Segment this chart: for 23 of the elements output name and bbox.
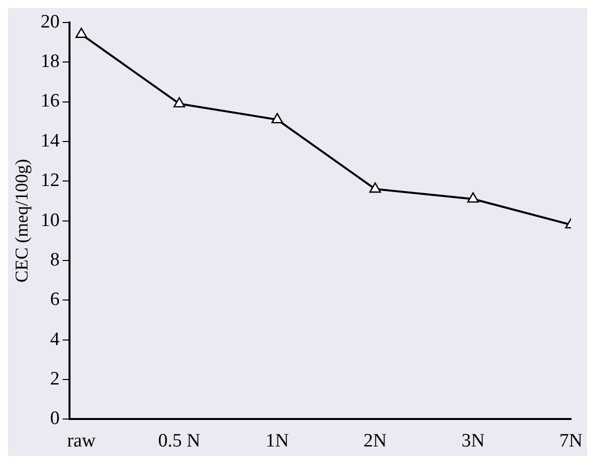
y-tick-label: 2 xyxy=(50,368,60,390)
point xyxy=(76,28,88,38)
y-tick-label: 10 xyxy=(40,210,60,231)
y-tick-label: 18 xyxy=(40,51,60,72)
y-tick-label: 6 xyxy=(50,289,60,310)
y-tick-label: 12 xyxy=(40,170,60,192)
point xyxy=(369,182,381,193)
x-tick-label: 1N xyxy=(266,430,290,452)
y-axis-title: CEC (meq/100g) xyxy=(12,159,32,283)
x-tick-label: 3N xyxy=(461,430,485,452)
x-tick-label: 7N xyxy=(559,430,583,452)
x-tick-label: 0.5 N xyxy=(158,430,201,452)
y-tick-label: 4 xyxy=(50,328,60,350)
x-tick-label: raw xyxy=(67,430,96,452)
y-tick-label: 8 xyxy=(50,249,60,270)
point xyxy=(271,112,284,124)
y-tick-label: 16 xyxy=(40,90,60,112)
x-tick-label: 2N xyxy=(364,430,388,452)
point xyxy=(467,192,479,203)
y-tick-label: 0 xyxy=(50,408,60,430)
y-tick-label: 20 xyxy=(40,11,60,32)
y-tick-label: 14 xyxy=(40,130,60,152)
point xyxy=(173,97,186,108)
